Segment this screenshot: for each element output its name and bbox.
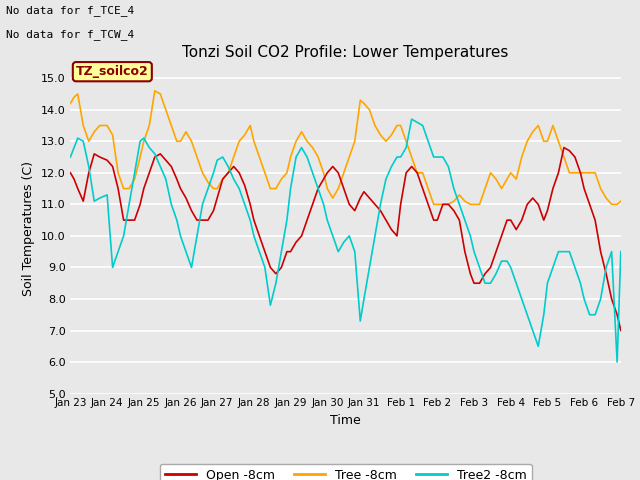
Text: TZ_soilco2: TZ_soilco2 — [76, 65, 148, 78]
Y-axis label: Soil Temperatures (C): Soil Temperatures (C) — [22, 160, 35, 296]
Title: Tonzi Soil CO2 Profile: Lower Temperatures: Tonzi Soil CO2 Profile: Lower Temperatur… — [182, 45, 509, 60]
X-axis label: Time: Time — [330, 414, 361, 427]
Text: No data for f_TCW_4: No data for f_TCW_4 — [6, 29, 134, 40]
Legend: Open -8cm, Tree -8cm, Tree2 -8cm: Open -8cm, Tree -8cm, Tree2 -8cm — [159, 464, 532, 480]
Text: No data for f_TCE_4: No data for f_TCE_4 — [6, 5, 134, 16]
